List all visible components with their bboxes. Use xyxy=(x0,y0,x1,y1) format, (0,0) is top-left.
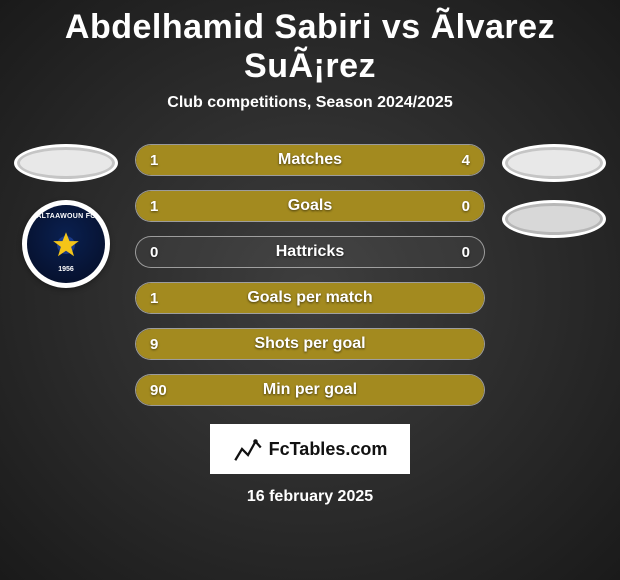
stat-bar-row: 90Min per goal xyxy=(135,374,485,406)
brand-footer: FcTables.com xyxy=(210,424,410,474)
stat-value-left: 90 xyxy=(150,382,167,399)
stat-bar-row: 1Goals per match xyxy=(135,282,485,314)
stat-bar-left-fill xyxy=(136,375,484,405)
player-left-oval xyxy=(14,144,118,182)
fctables-logo-icon xyxy=(233,434,263,464)
stat-value-left: 9 xyxy=(150,336,158,353)
stat-bar-row: 9Shots per goal xyxy=(135,328,485,360)
stat-value-left: 1 xyxy=(150,198,158,215)
stat-bar-left-fill xyxy=(136,145,206,175)
comparison-infographic: Abdelhamid Sabiri vs Ãlvarez SuÃ¡rez Clu… xyxy=(0,0,620,580)
stat-bar-right-fill xyxy=(397,191,484,221)
club-name: ALTAAWOUN FC xyxy=(36,213,95,220)
club-badge-left: ALTAAWOUN FC 1956 xyxy=(22,200,110,288)
player-right-oval-1 xyxy=(502,144,606,182)
stat-label: Hattricks xyxy=(136,243,484,261)
page-subtitle: Club competitions, Season 2024/2025 xyxy=(167,94,452,112)
stat-value-left: 1 xyxy=(150,152,158,169)
club-year: 1956 xyxy=(58,266,74,273)
stat-bar-right-fill xyxy=(206,145,484,175)
brand-name: FcTables.com xyxy=(269,439,388,460)
stat-value-right: 4 xyxy=(462,152,470,169)
right-player-col xyxy=(499,144,609,238)
player-right-oval-2 xyxy=(502,200,606,238)
club-star-icon xyxy=(50,229,82,261)
stat-bar-row: 10Goals xyxy=(135,190,485,222)
club-badge-inner: ALTAAWOUN FC 1956 xyxy=(27,205,105,283)
stat-value-right: 0 xyxy=(462,198,470,215)
stat-value-right: 0 xyxy=(462,244,470,261)
stat-bar-row: 14Matches xyxy=(135,144,485,176)
page-title: Abdelhamid Sabiri vs Ãlvarez SuÃ¡rez xyxy=(0,8,620,86)
stats-area: ALTAAWOUN FC 1956 14Matches10Goals00Hatt… xyxy=(0,144,620,406)
left-player-col: ALTAAWOUN FC 1956 xyxy=(11,144,121,288)
footer-date: 16 february 2025 xyxy=(247,488,373,506)
stat-bar-left-fill xyxy=(136,191,397,221)
stat-bar-row: 0 0Hattricks xyxy=(135,236,485,268)
stat-value-left: 0 xyxy=(150,244,158,261)
stat-value-left: 1 xyxy=(150,290,158,307)
stat-bars: 14Matches10Goals00Hattricks1Goals per ma… xyxy=(135,144,485,406)
stat-bar-left-fill xyxy=(136,283,484,313)
stat-bar-left-fill xyxy=(136,329,484,359)
